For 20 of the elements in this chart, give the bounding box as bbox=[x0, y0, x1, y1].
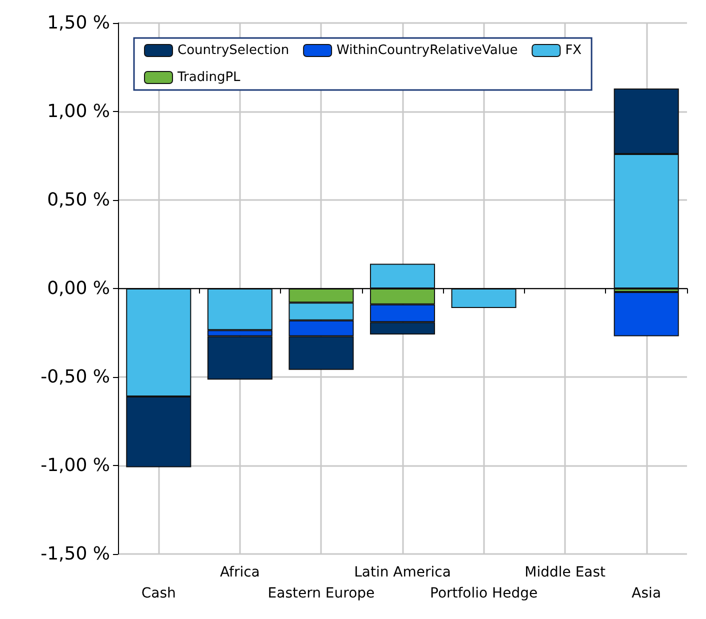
legend-label: WithinCountryRelativeValue bbox=[336, 43, 518, 58]
x-tick-label: Eastern Europe bbox=[268, 586, 375, 602]
y-tick-label: -0,50 % bbox=[40, 366, 110, 388]
y-tick-label: 1,00 % bbox=[47, 101, 110, 122]
y-tick-label: 1,50 % bbox=[47, 12, 110, 34]
legend-label: CountrySelection bbox=[178, 43, 290, 58]
y-tick-label: -1,50 % bbox=[40, 544, 110, 564]
x-tick-label: Portfolio Hedge bbox=[430, 586, 538, 602]
bar bbox=[614, 292, 679, 336]
x-tick-label: Cash bbox=[141, 586, 176, 602]
bar bbox=[451, 288, 516, 308]
y-tick-label: -1,00 % bbox=[40, 455, 110, 476]
legend-label: FX bbox=[565, 43, 582, 58]
x-tick-label: Asia bbox=[632, 586, 662, 602]
legend-label: TradingPL bbox=[176, 70, 242, 85]
x-tick-label: Middle East bbox=[524, 564, 606, 580]
x-tick-label: Africa bbox=[220, 564, 260, 580]
y-tick-label: 0,00 % bbox=[47, 278, 110, 299]
y-tick-label: 0,50 % bbox=[47, 190, 110, 210]
x-tick-label: Latin America bbox=[354, 564, 451, 580]
